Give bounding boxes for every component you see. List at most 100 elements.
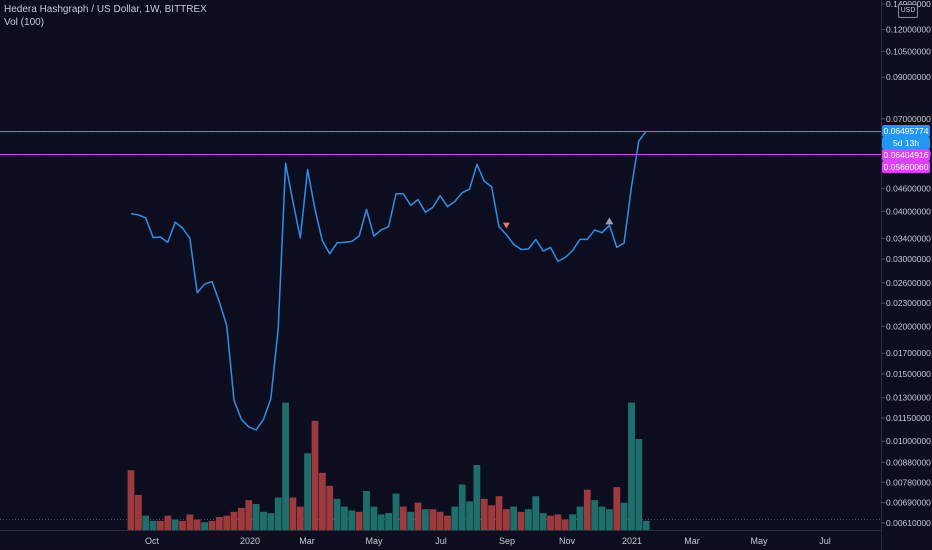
- marker-triangle-down: [502, 222, 510, 229]
- price-tick-label: 0.04000000: [886, 207, 931, 217]
- volume-bar: [407, 511, 415, 530]
- price-label-box: [882, 149, 930, 161]
- volume-bar: [355, 511, 363, 530]
- volume-bar: [451, 506, 459, 530]
- volume-bar: [620, 502, 628, 530]
- volume-bar: [642, 520, 650, 530]
- volume-bar: [326, 485, 334, 530]
- volume-bar: [539, 513, 547, 530]
- volume-bar: [517, 511, 525, 530]
- price-tick-label: 0.00610000: [886, 518, 931, 528]
- volume-bar: [466, 501, 473, 530]
- volume-bar: [208, 520, 216, 530]
- time-tick-label: Mar: [299, 536, 315, 546]
- price-tick-label: 0.09000000: [886, 72, 931, 82]
- time-tick-label: Jul: [435, 536, 447, 546]
- price-tick-label: 0.02600000: [886, 278, 931, 288]
- time-tick-label: Nov: [559, 536, 576, 546]
- price-axis[interactable]: 0.140000000.120000000.105000000.09000000…: [881, 0, 931, 528]
- price-tick-label: 0.03400000: [886, 233, 931, 243]
- volume-bar: [341, 506, 348, 530]
- volume-bar: [422, 509, 429, 530]
- time-tick-label: 2021: [622, 536, 642, 546]
- price-label-box: [882, 161, 930, 173]
- volume-bar: [319, 472, 326, 530]
- price-tick-label: 0.00690000: [886, 498, 931, 508]
- time-tick-label: Jul: [819, 536, 831, 546]
- price-labels: 0.06495774 5d 13h 0.06404916 0.05660060: [882, 125, 930, 173]
- price-tick-label: 0.01700000: [886, 348, 931, 358]
- volume-bar: [274, 497, 282, 530]
- volume-bar: [363, 491, 370, 530]
- volume-bar: [245, 500, 253, 530]
- volume-bar: [171, 519, 179, 530]
- volume-bar: [385, 513, 392, 530]
- volume-bar: [444, 515, 451, 530]
- price-tick-label: 0.00880000: [886, 457, 931, 467]
- marker-triangle-up: [605, 217, 614, 225]
- volume-bar: [149, 520, 157, 530]
- price-tick-label: 0.02300000: [886, 298, 931, 308]
- currency-badge[interactable]: USD: [898, 4, 918, 18]
- time-tick-label: Oct: [145, 536, 160, 546]
- volume-bar: [613, 487, 621, 530]
- volume-bar: [230, 511, 238, 530]
- volume-indicator-label: Vol (100): [4, 17, 45, 28]
- volume-bar: [164, 515, 172, 530]
- volume-bar: [569, 514, 576, 530]
- volume-bar: [201, 522, 208, 530]
- time-tick-label: Sep: [499, 536, 515, 546]
- price-tick-label: 0.12000000: [886, 25, 931, 35]
- volume-bar: [252, 504, 260, 530]
- volume-bar: [583, 489, 591, 530]
- time-tick-label: May: [750, 536, 768, 546]
- volume-bar: [260, 511, 267, 530]
- symbol-title: Hedera Hashgraph / US Dollar, 1W, BITTRE…: [4, 4, 207, 15]
- signal-markers: [502, 217, 614, 229]
- volume-bar: [157, 520, 164, 530]
- volume-bar: [370, 506, 378, 530]
- volume-bar: [436, 511, 444, 530]
- volume-bar: [289, 497, 297, 530]
- volume-bar: [193, 519, 201, 530]
- volume-bar: [576, 506, 584, 530]
- volume-bar: [392, 493, 400, 530]
- volume-bar: [598, 506, 606, 530]
- price-tick-label: 0.04600000: [886, 183, 931, 193]
- time-tick-label: 2020: [240, 536, 260, 546]
- volume-bar: [414, 502, 422, 530]
- volume-bar: [135, 494, 142, 530]
- price-line: [130, 130, 647, 431]
- time-tick-label: May: [365, 536, 383, 546]
- price-tick-label: 0.07000000: [886, 114, 931, 124]
- volume-bar: [458, 484, 466, 530]
- volume-bar: [377, 514, 385, 530]
- volume-bar: [606, 509, 613, 530]
- price-tick-label: 0.03000000: [886, 254, 931, 264]
- price-label-box: [882, 137, 930, 149]
- volume-bar: [473, 465, 481, 530]
- price-series: [130, 130, 647, 431]
- price-label-text: 0.05660060: [884, 162, 929, 172]
- time-axis[interactable]: Oct 2020 Mar May Jul Sep Nov 2021 Mar May Jul: [145, 536, 831, 546]
- volume-bar: [628, 402, 635, 530]
- volume-bar: [304, 453, 311, 530]
- volume-bar: [311, 420, 319, 530]
- volume-bars: [127, 402, 650, 530]
- volume-bar: [488, 505, 495, 530]
- volume-bar: [215, 517, 223, 530]
- volume-bar: [495, 496, 503, 530]
- price-tick-label: 0.01300000: [886, 393, 931, 403]
- volume-bar: [296, 506, 304, 530]
- volume-bar: [591, 500, 599, 530]
- volume-bar: [179, 520, 186, 530]
- volume-bar: [429, 509, 437, 530]
- price-tick-label: 0.00780000: [886, 477, 931, 487]
- volume-bar: [510, 506, 518, 530]
- volume-bar: [127, 470, 135, 530]
- volume-bar: [142, 515, 150, 530]
- price-tick-label: 0.01500000: [886, 369, 931, 379]
- volume-bar: [480, 498, 488, 530]
- price-tick-label: 0.10500000: [886, 47, 931, 57]
